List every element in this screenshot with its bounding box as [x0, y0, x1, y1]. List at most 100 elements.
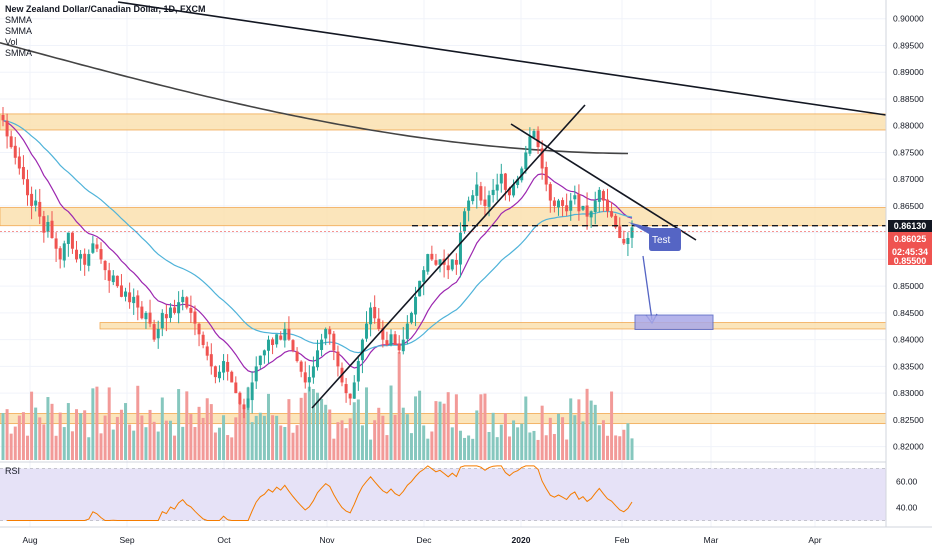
- legend-smma-1[interactable]: SMMA: [5, 15, 32, 25]
- price-axis-bg: [886, 0, 932, 550]
- candle-body: [173, 307, 177, 313]
- volume-bar: [303, 392, 307, 460]
- candle-body: [454, 259, 458, 265]
- volume-bar: [307, 386, 311, 460]
- volume-bar: [46, 397, 50, 460]
- volume-bar: [136, 385, 140, 460]
- volume-bar: [87, 437, 91, 460]
- volume-bar: [30, 391, 34, 460]
- countdown-timer-tag: 02:45:34: [888, 245, 932, 259]
- price-tick-label: 0.83000: [893, 388, 924, 398]
- candle-body: [356, 361, 360, 382]
- price-tick-label: 0.82000: [893, 442, 924, 452]
- volume-bar: [507, 436, 511, 460]
- volume-bar: [593, 404, 597, 460]
- volume-bar: [397, 352, 401, 460]
- volume-bar: [532, 430, 536, 460]
- volume-bar: [569, 398, 573, 460]
- candle-body: [46, 221, 50, 232]
- volume-bar: [409, 433, 413, 460]
- volume-bar: [516, 427, 520, 460]
- candle-body: [328, 329, 332, 335]
- volume-bar: [540, 405, 544, 460]
- candle-body: [344, 384, 348, 394]
- volume-bar: [168, 420, 172, 460]
- rsi-line: [7, 465, 633, 521]
- volume-bar: [250, 422, 254, 460]
- candle-body: [373, 306, 377, 319]
- candle-body: [626, 238, 630, 244]
- candle-body: [132, 296, 136, 304]
- candle-body: [168, 307, 172, 318]
- candle-body: [540, 148, 544, 169]
- legend-smma-3[interactable]: SMMA: [5, 48, 32, 58]
- candle-body: [144, 312, 148, 320]
- volume-bar: [226, 435, 230, 460]
- volume-bar: [528, 432, 532, 460]
- candle-body: [630, 227, 634, 238]
- candle-body: [365, 323, 369, 339]
- volume-bar: [450, 427, 454, 460]
- candle-body: [483, 199, 487, 206]
- volume-bar: [340, 420, 344, 460]
- candle-body: [352, 382, 356, 399]
- candle-body: [209, 354, 213, 367]
- volume-bar: [524, 396, 528, 460]
- support-resistance-zone-2: [99, 322, 887, 330]
- volume-bar: [401, 407, 405, 460]
- candle-body: [230, 371, 234, 383]
- legend-smma-2[interactable]: SMMA: [5, 26, 32, 36]
- volume-bar: [324, 404, 328, 460]
- volume-bar: [614, 435, 618, 460]
- volume-bar: [70, 431, 74, 460]
- candle-body: [222, 361, 226, 373]
- candle-body: [614, 215, 618, 228]
- price-tick-label: 0.87000: [893, 174, 924, 184]
- candle-body: [446, 265, 450, 271]
- volume-bar: [173, 435, 177, 460]
- candle-body: [324, 328, 328, 339]
- candle-body: [62, 243, 66, 261]
- volume-bar: [128, 424, 132, 460]
- volume-bar: [283, 426, 287, 460]
- symbol-title[interactable]: New Zealand Dollar/Canadian Dollar, 1D, …: [5, 4, 206, 14]
- candle-body: [503, 173, 507, 190]
- candle-body: [13, 145, 17, 158]
- volume-bar: [246, 387, 250, 460]
- volume-bar: [262, 415, 266, 460]
- candle-body: [479, 186, 483, 201]
- volume-bar: [483, 393, 487, 460]
- rsi-label[interactable]: RSI: [5, 466, 21, 476]
- candle-body: [565, 205, 569, 212]
- candle-body: [389, 334, 393, 346]
- volume-bar: [336, 422, 340, 460]
- candle-body: [471, 195, 475, 202]
- partial-price-tag: 0.85500: [888, 257, 932, 266]
- time-tick-label: 2020: [512, 535, 531, 545]
- candle-body: [91, 243, 95, 253]
- time-tick-label: Feb: [615, 535, 630, 545]
- candle-body: [234, 382, 238, 394]
- candle-body: [197, 323, 201, 335]
- volume-bar: [426, 438, 430, 460]
- candle-body: [585, 205, 589, 217]
- volume-bar: [626, 423, 630, 460]
- candle-body: [381, 328, 385, 340]
- candle-body: [38, 201, 42, 217]
- time-tick-label: Sep: [119, 535, 134, 545]
- volume-bar: [164, 420, 168, 460]
- candle-body: [26, 179, 30, 196]
- candle-body: [409, 312, 413, 323]
- volume-bar: [58, 412, 62, 460]
- volume-bar: [9, 433, 13, 460]
- candle-body: [491, 189, 495, 196]
- volume-bar: [140, 415, 144, 460]
- volume-bar: [414, 396, 418, 460]
- volume-bar: [405, 414, 409, 460]
- legend-vol[interactable]: Vol: [5, 37, 18, 47]
- volume-bar: [573, 415, 577, 460]
- volume-bar: [115, 416, 119, 460]
- volume-bar: [512, 420, 516, 460]
- current-price-tag: 0.86130: [888, 219, 932, 233]
